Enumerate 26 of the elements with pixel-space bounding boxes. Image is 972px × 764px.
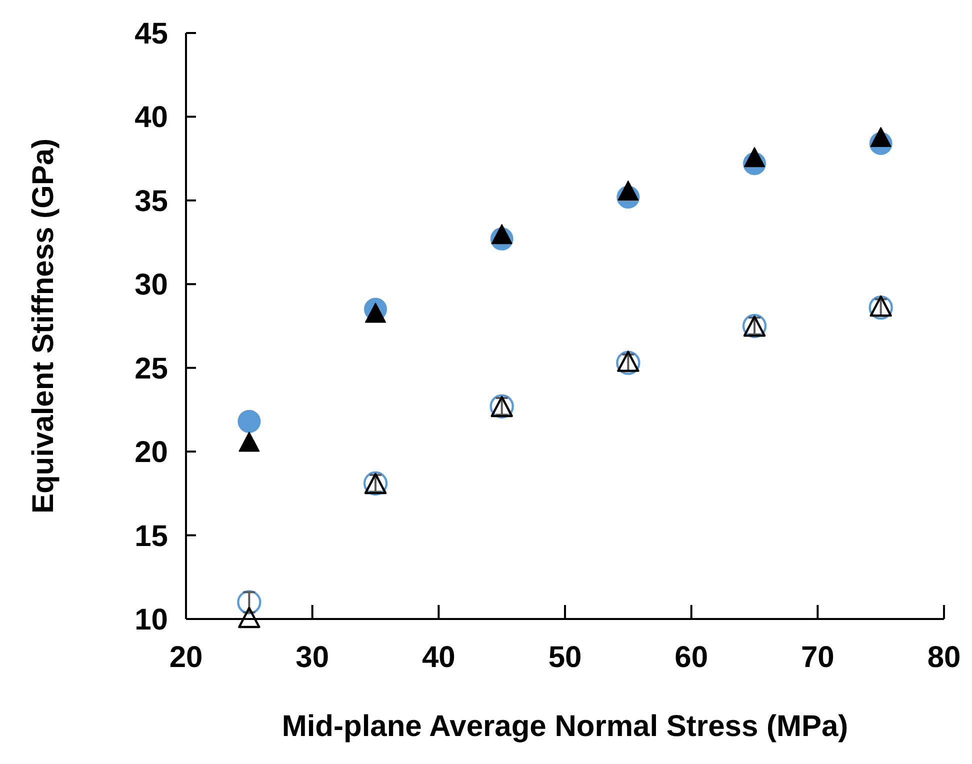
- point: [238, 432, 260, 452]
- point: [618, 180, 639, 201]
- y-tick-label: 30: [134, 268, 168, 302]
- y-tick-label: 45: [134, 18, 168, 50]
- x-tick-label: 20: [169, 641, 203, 674]
- point: [238, 606, 260, 628]
- point: [491, 224, 512, 244]
- y-tick-label: 15: [134, 520, 168, 553]
- x-tick-label: 80: [927, 641, 961, 674]
- point: [870, 126, 892, 147]
- y-tick-label: 40: [134, 101, 168, 134]
- x-tick-label: 60: [674, 641, 708, 674]
- x-tick-label: 70: [800, 641, 834, 674]
- y-tick-label: 10: [134, 604, 168, 636]
- x-tick-label: 30: [296, 641, 330, 674]
- point: [237, 590, 262, 614]
- point: [744, 147, 765, 168]
- x-tick-label: 50: [548, 641, 582, 674]
- x-tick-label: 40: [422, 641, 456, 674]
- y-tick-label: 35: [134, 184, 168, 218]
- y-tick-label: 25: [134, 352, 168, 386]
- point: [238, 410, 261, 433]
- x-axis-title: Mid-plane Average Normal Stress (MPa): [282, 710, 848, 743]
- y-tick-label: 20: [134, 436, 168, 470]
- point: [365, 302, 386, 323]
- y-axis-title: Equivalent Stiffness (GPa): [27, 138, 60, 514]
